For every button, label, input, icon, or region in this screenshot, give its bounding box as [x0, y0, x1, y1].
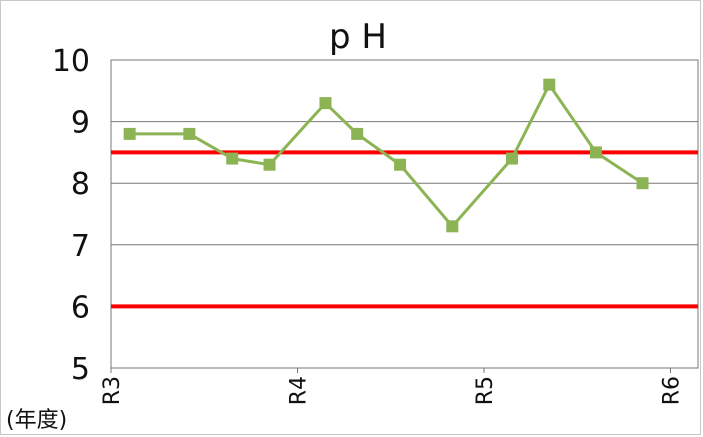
x-axis-tick-labels: R3 R4 R5 R6 [100, 376, 685, 405]
x-tick-label: R4 [287, 376, 312, 405]
series-layer [123, 78, 649, 233]
data-point [183, 127, 196, 140]
data-point [589, 146, 602, 159]
y-tick-label: 6 [71, 290, 90, 325]
data-point [543, 78, 556, 91]
grid-lines [111, 59, 698, 369]
series-line [129, 81, 644, 229]
y-tick-label: 10 [52, 44, 90, 79]
x-axis-unit-label: (年度) [6, 408, 67, 433]
data-point [263, 158, 276, 171]
x-tick-label: R5 [473, 376, 498, 405]
y-tick-label: 8 [71, 167, 90, 202]
chart-title: p H [329, 17, 387, 57]
x-tick-label: R6 [660, 376, 685, 405]
y-tick-label: 7 [71, 229, 90, 264]
data-point [505, 152, 518, 165]
x-tick-label: R3 [100, 376, 125, 405]
plot-border [110, 59, 699, 369]
reference-lines [111, 150, 698, 309]
data-point [446, 220, 459, 233]
data-point [123, 127, 136, 140]
data-point [394, 158, 407, 171]
y-tick-label: 5 [71, 352, 90, 387]
y-axis-tick-labels: 10 9 8 7 6 5 [52, 44, 90, 387]
y-tick-label: 9 [71, 106, 90, 141]
data-point [226, 152, 239, 165]
plot-area [110, 59, 699, 373]
data-point [351, 127, 364, 140]
data-point [636, 177, 649, 190]
data-point [319, 97, 332, 110]
